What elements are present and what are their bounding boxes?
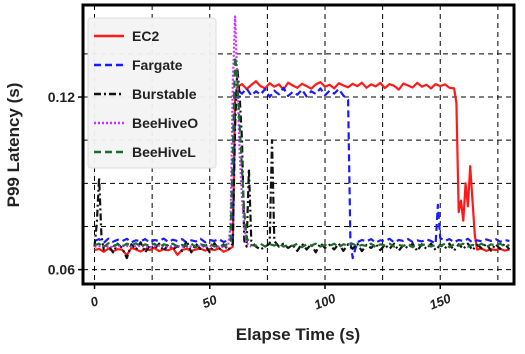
plot-frame	[81, 3, 516, 286]
x-tick-label: 0	[88, 293, 101, 310]
series-layer	[93, 15, 511, 260]
series-line-beehiveo	[94, 15, 252, 249]
legend: EC2 Fargate Burstable BeeHiveO BeeHiveL	[87, 17, 217, 169]
series-line-fargate	[94, 86, 510, 260]
legend-label-ec2: EC2	[132, 28, 159, 44]
legend-box	[87, 17, 217, 169]
legend-label-burstable: Burstable	[132, 86, 197, 102]
legend-label-fargate: Fargate	[132, 57, 183, 73]
x-tick-label: 50	[200, 292, 220, 312]
x-tick-label: 150	[427, 290, 453, 312]
series-line-ec2	[94, 80, 510, 257]
legend-label-beehivel: BeeHiveL	[132, 144, 196, 160]
series-line-beehivel	[94, 55, 510, 249]
y-tick-label: 0.06	[48, 262, 75, 278]
y-tick-label: 0.12	[48, 89, 75, 105]
legend-label-beehiveo: BeeHiveO	[132, 115, 198, 131]
x-axis-label: Elapse Time (s)	[236, 325, 360, 344]
tick-layer: 0 50 100 150 0.06 0.12	[48, 89, 454, 313]
y-axis-label: P99 Latency (s)	[4, 83, 23, 208]
x-tick-label: 100	[312, 290, 338, 312]
